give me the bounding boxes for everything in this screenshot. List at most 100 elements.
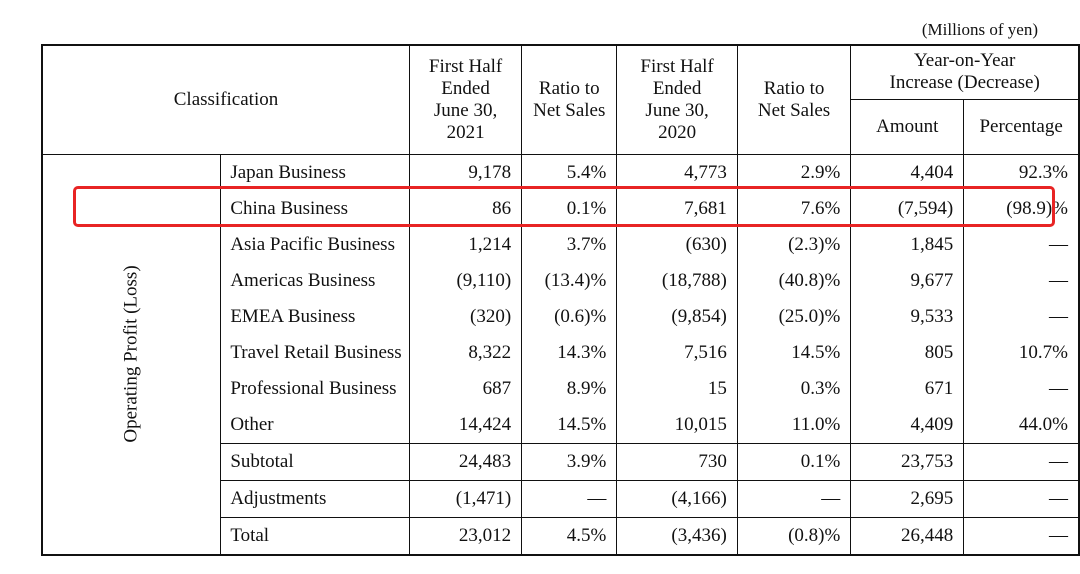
cell-amount: 9,533 [850,298,964,335]
total-row: Total 23,012 4.5% (3,436) (0.8)% 26,448— [42,516,1080,556]
cell-ratio-2020: — [736,479,851,517]
table-row: Subtotal 24,483 3.9% 730 0.1% 23,753— [42,442,1080,480]
cell-ratio-2020: 7.6% [736,190,851,227]
cell-2020: 15 [616,370,738,407]
cell-ratio-2021: (0.6)% [521,298,617,335]
cell-2021: 23,012 [408,516,522,556]
cell-2021: (1,471) [408,479,522,517]
row-label: China Business [220,190,410,227]
cell-2020: 4,773 [616,154,738,191]
cell-2020: (630) [616,226,738,263]
cell-percentage: (98.9)% [963,190,1080,227]
cell-ratio-2021: 8.9% [521,370,617,407]
row-label: Total [220,516,410,556]
cell-2020: (18,788) [616,262,738,299]
cell-2021: 9,178 [408,154,522,191]
row-label: Japan Business [220,154,410,191]
cell-amount: 4,409 [850,406,964,443]
cell-2021: 8,322 [408,334,522,371]
cell-ratio-2021: 3.9% [521,442,617,480]
row-label: Adjustments [220,479,410,517]
side-label-cell: Operating Profit (Loss) [41,154,221,556]
table-row: Asia Pacific Business 1,214 3.7% (630) (2.3)… [42,226,1080,263]
cell-2021: 1,214 [408,226,522,263]
cell-ratio-2020: 14.5% [736,334,851,371]
cell-amount: 805 [850,334,964,371]
row-label: Professional Business [220,370,410,407]
cell-ratio-2020: (2.3)% [736,226,851,263]
cell-amount: 9,677 [850,262,964,299]
cell-2021: (320) [408,298,522,335]
header-ratio-2020: Ratio to Net Sales [736,44,851,155]
cell-ratio-2020: (0.8)% [736,516,851,556]
cell-ratio-2020: 2.9% [736,154,851,191]
table-row: EMEA Business (320) (0.6)% (9,854) (25.0)% 9,… [42,298,1080,335]
table-row: China Business 86 0.1% 7,681 7.6% (7,594) (98.… [42,190,1080,227]
row-label: Asia Pacific Business [220,226,410,263]
cell-ratio-2021: — [521,479,617,517]
cell-2021: (9,110) [408,262,522,299]
cell-2020: 7,516 [616,334,738,371]
cell-percentage: — [963,298,1080,335]
cell-2020: (3,436) [616,516,738,556]
row-label: Americas Business [220,262,410,299]
cell-2020: (9,854) [616,298,738,335]
cell-ratio-2021: 14.3% [521,334,617,371]
table-row: Americas Business (9,110) (13.4)% (18,788)(… [42,262,1080,299]
cell-ratio-2021: 4.5% [521,516,617,556]
cell-ratio-2020: 11.0% [736,406,851,443]
cell-2021: 14,424 [408,406,522,443]
side-label: Operating Profit (Loss) [120,265,142,443]
cell-ratio-2021: 14.5% [521,406,617,443]
header-yoy: Year-on-Year Increase (Decrease) [850,44,1080,100]
table-row: Operating Profit (Loss) Japan Business 9,… [41,154,1080,556]
header-classification: Classification [40,44,410,155]
row-label: Subtotal [220,442,410,480]
cell-ratio-2020: 0.1% [736,442,851,480]
table-row: Travel Retail Business 8,322 14.3% 7,516 14.… [42,334,1080,371]
cell-percentage: — [963,516,1080,556]
unit-note: (Millions of yen) [921,20,1038,39]
cell-percentage: — [963,262,1080,299]
cell-ratio-2021: 0.1% [521,190,617,227]
cell-percentage: — [963,226,1080,263]
cell-amount: 23,753 [850,442,964,480]
cell-ratio-2020: (25.0)% [736,298,851,335]
header-percentage: Percentage [963,99,1080,155]
cell-2021: 86 [408,190,522,227]
cell-amount: 2,695 [850,479,964,517]
cell-2020: 7,681 [616,190,738,227]
cell-percentage: 44.0% [963,406,1080,443]
cell-amount: 1,845 [850,226,964,263]
cell-2021: 24,483 [408,442,522,480]
header-h1-2020: First Half Ended June 30, 2020 [616,44,738,155]
row-label: Travel Retail Business [220,334,410,371]
cell-2020: 10,015 [616,406,738,443]
operating-profit-table: Classification First Half Ended June 30, 20… [40,44,1080,556]
header-amount: Amount [850,99,964,155]
cell-percentage: — [963,479,1080,517]
cell-ratio-2021: 5.4% [521,154,617,191]
cell-percentage: — [963,442,1080,480]
row-label: Other [220,406,410,443]
cell-ratio-2021: 3.7% [521,226,617,263]
cell-ratio-2021: (13.4)% [521,262,617,299]
cell-2021: 687 [408,370,522,407]
cell-ratio-2020: (40.8)% [736,262,851,299]
cell-amount: (7,594) [850,190,964,227]
cell-ratio-2020: 0.3% [736,370,851,407]
header-h1-2021: First Half Ended June 30, 2021 [408,44,522,155]
table-row: Other 14,424 14.5% 10,015 11.0% 4,409 44.0% [42,406,1080,443]
cell-percentage: 10.7% [963,334,1080,371]
table-row: Professional Business 687 8.9% 15 0.3% 671— [42,370,1080,407]
table-row: Adjustments (1,471) — (4,166) —2,695— [42,479,1080,517]
row-label: EMEA Business [220,298,410,335]
header-ratio-2021: Ratio to Net Sales [521,44,617,155]
cell-2020: 730 [616,442,738,480]
cell-amount: 26,448 [850,516,964,556]
cell-amount: 671 [850,370,964,407]
cell-percentage: — [963,370,1080,407]
cell-2020: (4,166) [616,479,738,517]
cell-percentage: 92.3% [963,154,1080,191]
cell-amount: 4,404 [850,154,964,191]
